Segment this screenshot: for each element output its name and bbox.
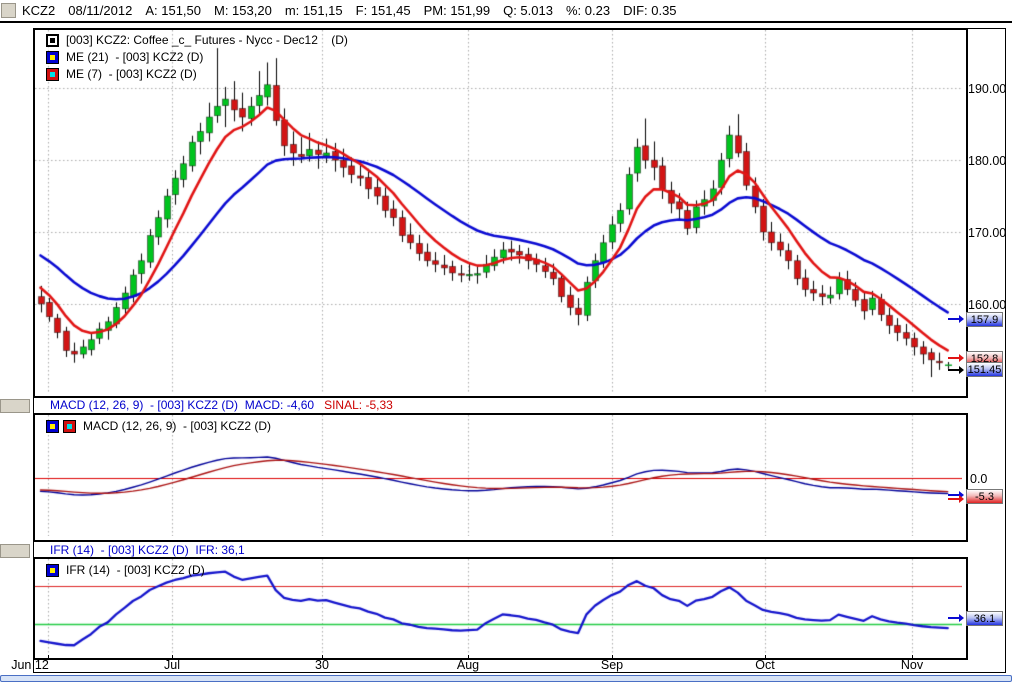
topbar-separator (0, 21, 1012, 23)
legend-instrument: [003] KCZ2: Coffee _c_ Futures - Nycc - … (46, 33, 348, 47)
bottom-scrollbar[interactable] (0, 675, 1012, 682)
legend-macd-label: MACD (12, 26, 9) - [003] KCZ2 (D) (83, 419, 272, 433)
legend-ifr: IFR (14) - [003] KCZ2 (D) (46, 563, 205, 577)
x-tick (912, 655, 913, 659)
legend-ifr-label: IFR (14) - [003] KCZ2 (D) (66, 563, 205, 577)
x-label-30: 30 (315, 658, 329, 672)
legend-ma7-label: ME (7) - [003] KCZ2 (D) (66, 67, 197, 81)
x-tick (48, 655, 49, 659)
ifr-value-tag: 36.1 (966, 611, 1003, 626)
x-tick (322, 655, 323, 659)
legend-ma21-label: ME (21) - [003] KCZ2 (D) (66, 50, 204, 64)
price-chart-canvas[interactable] (35, 30, 962, 392)
ifr-line-chip-icon (46, 563, 59, 577)
macd-line-chip-icon (46, 419, 59, 433)
y-label-170: 170.00 (968, 226, 1007, 240)
instrument-chip-icon (46, 33, 59, 47)
quote-pct: %: 0.23 (565, 3, 611, 18)
x-label-nov: Nov (900, 658, 924, 672)
ma7-arrow-icon (948, 354, 964, 362)
quote-dif: DIF: 0.35 (623, 3, 677, 18)
ma21-arrow-icon (948, 315, 964, 323)
x-label-jul: Jul (164, 658, 180, 672)
y-label-180: 180.00 (968, 154, 1007, 168)
quote-open: A: 151,50 (145, 3, 201, 18)
macd-pane-handle-icon[interactable] (0, 399, 30, 413)
ma21-chip-icon (46, 50, 59, 64)
last-price-arrow-icon (948, 366, 964, 374)
x-label-jun12: Jun 12 (11, 658, 49, 672)
x-tick (765, 655, 766, 659)
macd-title-signal: SINAL: -5,33 (324, 398, 393, 412)
ifr-arrow-icon (948, 614, 964, 622)
macd-pane-title: MACD (12, 26, 9) - [003] KCZ2 (D) MACD: … (50, 398, 393, 412)
legend-instrument-label: [003] KCZ2: Coffee _c_ Futures - Nycc - … (66, 33, 348, 47)
ma21-price-tag: 157.9 (966, 312, 1003, 327)
x-tick (612, 655, 613, 659)
top-info-bar: KCZ2 08/11/2012 A: 151,50 M: 153,20 m: 1… (0, 0, 1012, 21)
legend-ma7: ME (7) - [003] KCZ2 (D) (46, 67, 197, 81)
y-label-190: 190.00 (968, 82, 1007, 96)
last-price-tag: 151.45 (966, 362, 1003, 377)
ifr-pane-title: IFR (14) - [003] KCZ2 (D) IFR: 36,1 (50, 543, 245, 557)
ifr-chart-canvas[interactable] (35, 559, 962, 654)
x-tick (468, 655, 469, 659)
legend-ma21: ME (21) - [003] KCZ2 (D) (46, 50, 203, 64)
ma7-chip-icon (46, 67, 59, 81)
quote-high: M: 153,20 (214, 3, 272, 18)
legend-macd: MACD (12, 26, 9) - [003] KCZ2 (D) (46, 419, 271, 433)
x-label-sep: Sep (600, 658, 624, 672)
quote-low: m: 151,15 (284, 3, 343, 18)
macd-signal-chip-icon (63, 419, 76, 433)
quote-prev: PM: 151,99 (423, 3, 491, 18)
macd-title-main: MACD (12, 26, 9) - [003] KCZ2 (D) MACD: … (50, 398, 315, 412)
macd-value-tag: -5.3 (966, 489, 1003, 504)
pane-handle-icon[interactable] (1, 3, 16, 18)
x-label-oct: Oct (755, 658, 775, 672)
macd-arrow-red-icon (948, 495, 964, 503)
quote-volume: Q: 5.013 (503, 3, 553, 18)
quote-date: 08/11/2012 (68, 3, 133, 18)
y-label-160: 160.00 (968, 298, 1007, 312)
macd-chart-canvas[interactable] (35, 415, 962, 536)
symbol-label: KCZ2 (22, 3, 56, 18)
x-tick (172, 655, 173, 659)
ifr-pane-handle-icon[interactable] (0, 544, 30, 558)
x-label-aug: Aug (456, 658, 480, 672)
quote-close: F: 151,45 (355, 3, 411, 18)
macd-zero-label: 0.0 (970, 472, 988, 486)
